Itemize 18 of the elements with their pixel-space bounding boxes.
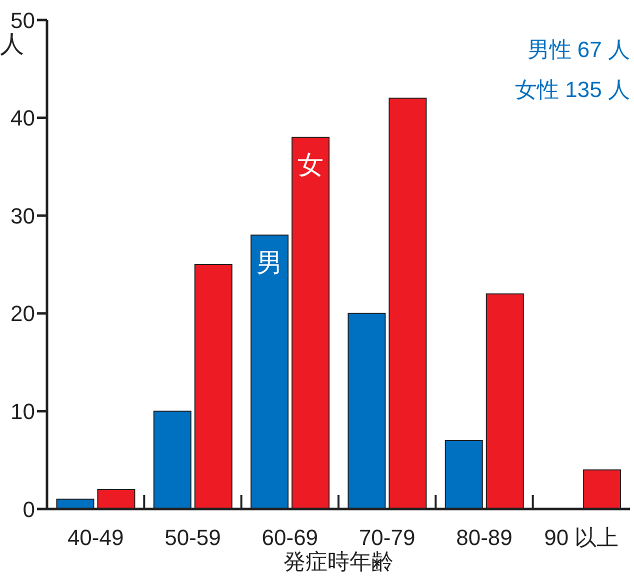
y-tick-label: 10 <box>10 399 35 424</box>
x-tick-label: 60-69 <box>262 525 318 550</box>
x-tick-label: 50-59 <box>164 525 221 550</box>
annotation: 男 <box>256 247 283 278</box>
x-tick-label: 40-49 <box>67 525 124 550</box>
y-axis-title: 人 <box>0 30 24 60</box>
x-tick-label: 80-89 <box>456 525 512 550</box>
x-tick-label: 90 以上 <box>544 525 619 550</box>
y-tick-label: 50 <box>10 8 35 33</box>
annotation: 男性 67 人 <box>526 36 630 64</box>
y-tick-label: 30 <box>10 203 35 228</box>
x-axis-title: 発症時年齢 <box>284 549 394 574</box>
annotation: 女性 135 人 <box>515 76 630 104</box>
y-tick-label: 0 <box>22 496 35 522</box>
y-tick-label: 40 <box>10 106 35 131</box>
annotation: 女 <box>298 150 324 180</box>
x-tick-label: 70-79 <box>358 525 416 550</box>
y-tick-label: 20 <box>10 301 35 326</box>
